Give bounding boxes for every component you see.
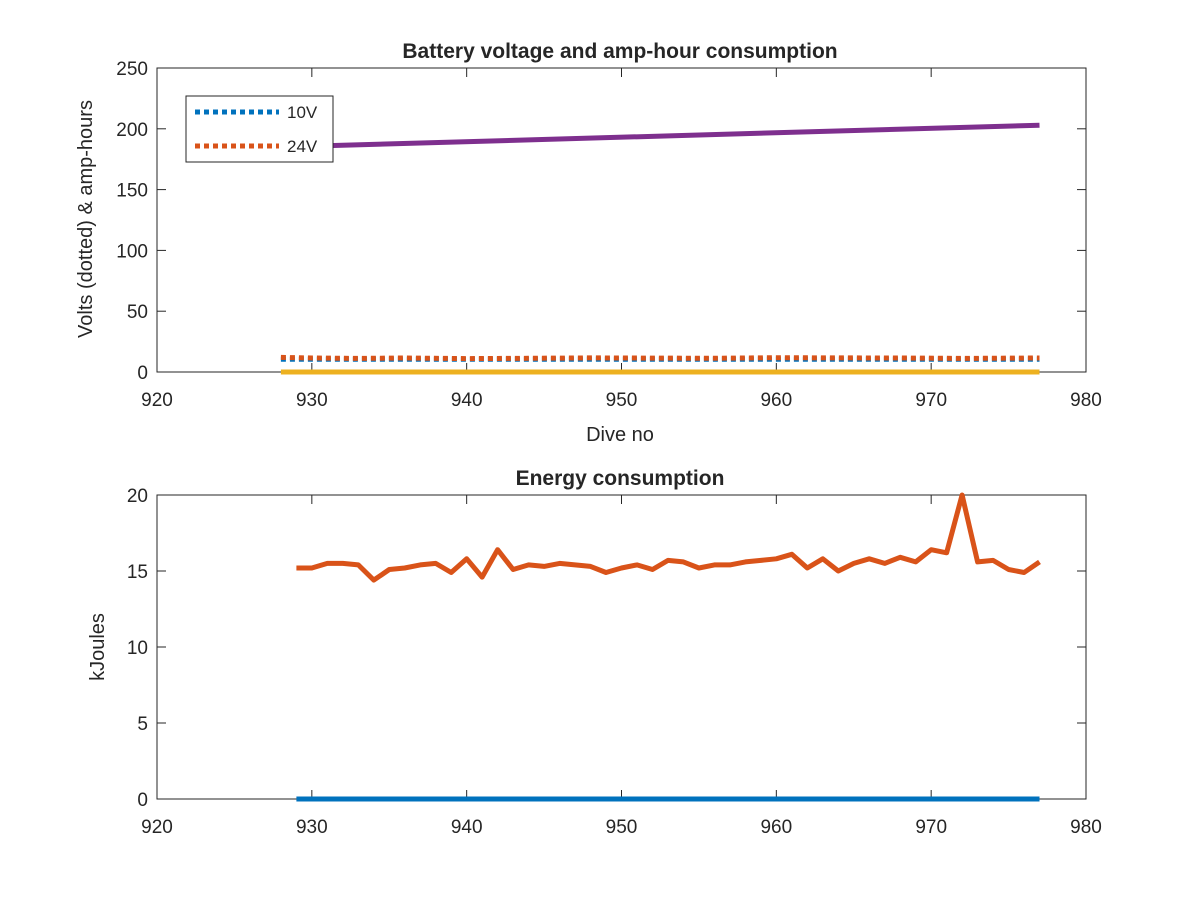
voltage-series-24v-line <box>280 354 1040 362</box>
energy-x-tick-label: 950 <box>606 817 638 838</box>
voltage-x-tick-label: 950 <box>606 390 638 411</box>
voltage-x-tick-label: 930 <box>296 390 328 411</box>
voltage-y-tick-label: 150 <box>116 181 148 202</box>
energy-panel-y-label: kJoules <box>87 613 109 681</box>
energy-y-tick-label: 20 <box>127 486 148 507</box>
voltage-panel-y-label: Volts (dotted) & amp-hours <box>75 100 97 338</box>
energy-x-tick-label: 920 <box>141 817 173 838</box>
legend: 10V 24V <box>185 95 334 163</box>
voltage-amp-hour-panel: Battery voltage and amp-hour consumption… <box>75 40 1102 446</box>
energy-y-tick-label: 0 <box>137 790 148 811</box>
voltage-y-tick-label: 250 <box>116 59 148 80</box>
voltage-panel-title: Battery voltage and amp-hour consumption <box>402 40 837 63</box>
energy-x-tick-label: 980 <box>1070 817 1102 838</box>
voltage-panel-plot-area: 920 930 940 950 960 970 980 0 50 100 150 200 250 <box>116 59 1102 411</box>
energy-y-tick-label: 10 <box>127 638 148 659</box>
energy-x-tick-label: 960 <box>760 817 792 838</box>
voltage-y-tick-label: 50 <box>127 302 148 323</box>
voltage-panel-x-label: Dive no <box>586 424 654 446</box>
voltage-x-tick-label: 960 <box>760 390 792 411</box>
energy-x-tick-label: 970 <box>915 817 947 838</box>
energy-y-tick-label: 15 <box>127 562 148 583</box>
voltage-y-tick-label: 100 <box>116 241 148 262</box>
energy-panel-title: Energy consumption <box>516 467 725 490</box>
voltage-series-2-line <box>280 122 1040 150</box>
voltage-y-tick-label: 0 <box>137 363 148 384</box>
legend-label-10v: 10V <box>287 103 318 122</box>
voltage-x-tick-label: 940 <box>451 390 483 411</box>
energy-x-tick-label: 940 <box>451 817 483 838</box>
legend-box <box>185 95 334 163</box>
energy-axes-box <box>156 494 1087 800</box>
voltage-y-tick-label: 200 <box>116 120 148 141</box>
voltage-x-tick-label: 970 <box>915 390 947 411</box>
energy-consumption-panel: Energy consumption kJoules 920 930 940 950 9… <box>87 467 1102 838</box>
energy-series-0-line <box>296 492 1041 583</box>
voltage-axes-box <box>156 67 1087 373</box>
energy-panel-plot-area: 920 930 940 950 960 970 980 0 5 10 15 20 <box>127 486 1102 838</box>
energy-y-tick-label: 5 <box>137 714 148 735</box>
voltage-x-tick-label: 920 <box>141 390 173 411</box>
voltage-x-tick-label: 980 <box>1070 390 1102 411</box>
energy-x-tick-label: 930 <box>296 817 328 838</box>
legend-label-24v: 24V <box>287 137 318 156</box>
